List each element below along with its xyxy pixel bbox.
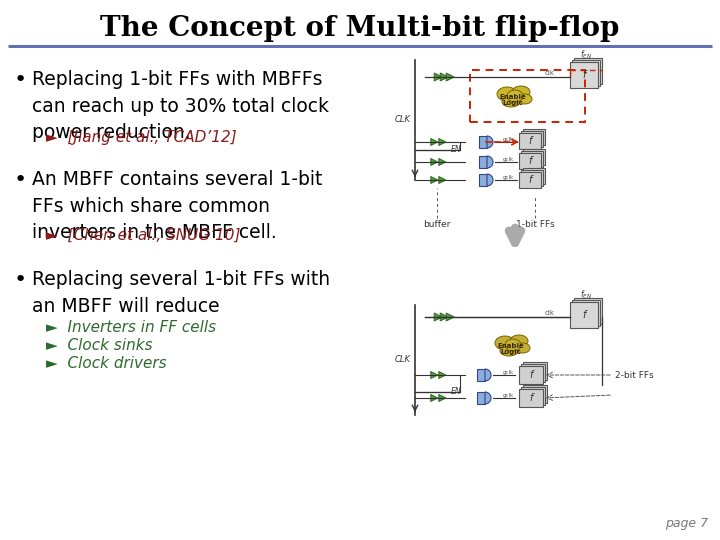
Text: f: f: [529, 370, 533, 380]
Text: Logic: Logic: [500, 349, 521, 355]
Polygon shape: [440, 313, 448, 321]
FancyBboxPatch shape: [574, 58, 602, 84]
Ellipse shape: [505, 339, 521, 351]
Polygon shape: [431, 372, 438, 379]
FancyBboxPatch shape: [523, 149, 545, 165]
Text: EN: EN: [451, 388, 462, 396]
Text: EN: EN: [451, 145, 462, 154]
Text: ►  [Chen et al., SNUG’10]: ► [Chen et al., SNUG’10]: [46, 228, 240, 243]
Polygon shape: [431, 177, 438, 184]
Text: gclk: gclk: [503, 175, 514, 180]
FancyBboxPatch shape: [519, 389, 543, 407]
Polygon shape: [434, 313, 442, 321]
FancyBboxPatch shape: [574, 298, 602, 324]
Text: CLK: CLK: [395, 355, 411, 364]
Text: gclk: gclk: [503, 157, 514, 162]
Bar: [470, 70, 585, 122]
Text: CLK: CLK: [395, 116, 411, 125]
Text: page 7: page 7: [665, 517, 708, 530]
Wedge shape: [487, 156, 493, 168]
Ellipse shape: [507, 90, 523, 102]
Text: clk: clk: [545, 310, 555, 316]
Text: gclk: gclk: [503, 393, 514, 398]
FancyBboxPatch shape: [572, 300, 600, 326]
Ellipse shape: [502, 97, 520, 107]
Text: f: f: [528, 136, 531, 146]
Text: An MBFF contains several 1-bit
FFs which share common
inverters in the MBFF cell: An MBFF contains several 1-bit FFs which…: [32, 170, 323, 242]
FancyBboxPatch shape: [519, 153, 541, 169]
Text: ►  Clock drivers: ► Clock drivers: [46, 356, 166, 371]
Text: f: f: [582, 310, 585, 320]
FancyBboxPatch shape: [570, 302, 598, 328]
Text: clk: clk: [545, 70, 555, 76]
Ellipse shape: [518, 94, 532, 104]
Text: Enable: Enable: [500, 94, 526, 100]
Wedge shape: [485, 392, 491, 404]
Ellipse shape: [512, 86, 530, 98]
Polygon shape: [446, 73, 454, 81]
Polygon shape: [446, 313, 454, 321]
Wedge shape: [487, 174, 493, 186]
Text: 1-bit FFs: 1-bit FFs: [516, 220, 554, 229]
Text: Enable: Enable: [498, 343, 524, 349]
Ellipse shape: [497, 87, 517, 101]
Text: gclk: gclk: [503, 137, 514, 142]
Text: $f_{EN}$: $f_{EN}$: [580, 288, 592, 301]
FancyBboxPatch shape: [572, 60, 600, 86]
Wedge shape: [487, 136, 493, 148]
Polygon shape: [438, 177, 446, 184]
Text: ►  [Jiang et al., TCAD’12]: ► [Jiang et al., TCAD’12]: [46, 130, 237, 145]
FancyBboxPatch shape: [523, 385, 547, 403]
Text: buffer: buffer: [423, 220, 451, 229]
Polygon shape: [431, 138, 438, 145]
FancyBboxPatch shape: [521, 151, 543, 167]
FancyBboxPatch shape: [519, 366, 543, 384]
Text: f: f: [529, 393, 533, 403]
Text: •: •: [14, 70, 27, 90]
Text: gclk: gclk: [503, 370, 514, 375]
Polygon shape: [438, 138, 446, 145]
Text: Logic: Logic: [503, 100, 523, 106]
FancyBboxPatch shape: [570, 62, 598, 88]
FancyBboxPatch shape: [523, 362, 547, 380]
Polygon shape: [431, 395, 438, 402]
Text: The Concept of Multi-bit flip-flop: The Concept of Multi-bit flip-flop: [100, 15, 620, 42]
Polygon shape: [477, 392, 485, 404]
FancyBboxPatch shape: [521, 170, 543, 186]
Text: f: f: [582, 70, 585, 80]
FancyBboxPatch shape: [519, 172, 541, 188]
Ellipse shape: [510, 335, 528, 347]
FancyBboxPatch shape: [523, 129, 545, 145]
Text: f: f: [528, 156, 531, 166]
Polygon shape: [477, 369, 485, 381]
FancyBboxPatch shape: [521, 131, 543, 147]
Polygon shape: [479, 136, 487, 148]
FancyBboxPatch shape: [521, 364, 545, 382]
Text: Replacing several 1-bit FFs with
an MBFF will reduce: Replacing several 1-bit FFs with an MBFF…: [32, 270, 330, 315]
Text: ►  Inverters in FF cells: ► Inverters in FF cells: [46, 320, 216, 335]
FancyBboxPatch shape: [519, 133, 541, 149]
Ellipse shape: [495, 336, 515, 350]
Text: 2-bit FFs: 2-bit FFs: [615, 370, 654, 380]
Wedge shape: [485, 369, 491, 381]
Text: •: •: [14, 170, 27, 190]
Polygon shape: [438, 159, 446, 165]
Polygon shape: [438, 372, 446, 379]
Polygon shape: [431, 159, 438, 165]
Text: •: •: [14, 270, 27, 290]
FancyBboxPatch shape: [521, 387, 545, 405]
Ellipse shape: [500, 346, 518, 356]
Text: Replacing 1-bit FFs with MBFFs
can reach up to 30% total clock
power reduction.: Replacing 1-bit FFs with MBFFs can reach…: [32, 70, 329, 142]
Text: $f_{EN}$: $f_{EN}$: [580, 49, 592, 61]
Polygon shape: [434, 73, 442, 81]
Text: f: f: [528, 175, 531, 185]
Polygon shape: [438, 395, 446, 402]
Polygon shape: [479, 174, 487, 186]
FancyBboxPatch shape: [523, 168, 545, 184]
Polygon shape: [440, 73, 448, 81]
Text: ►  Clock sinks: ► Clock sinks: [46, 338, 153, 353]
Ellipse shape: [516, 343, 530, 353]
Polygon shape: [479, 156, 487, 168]
